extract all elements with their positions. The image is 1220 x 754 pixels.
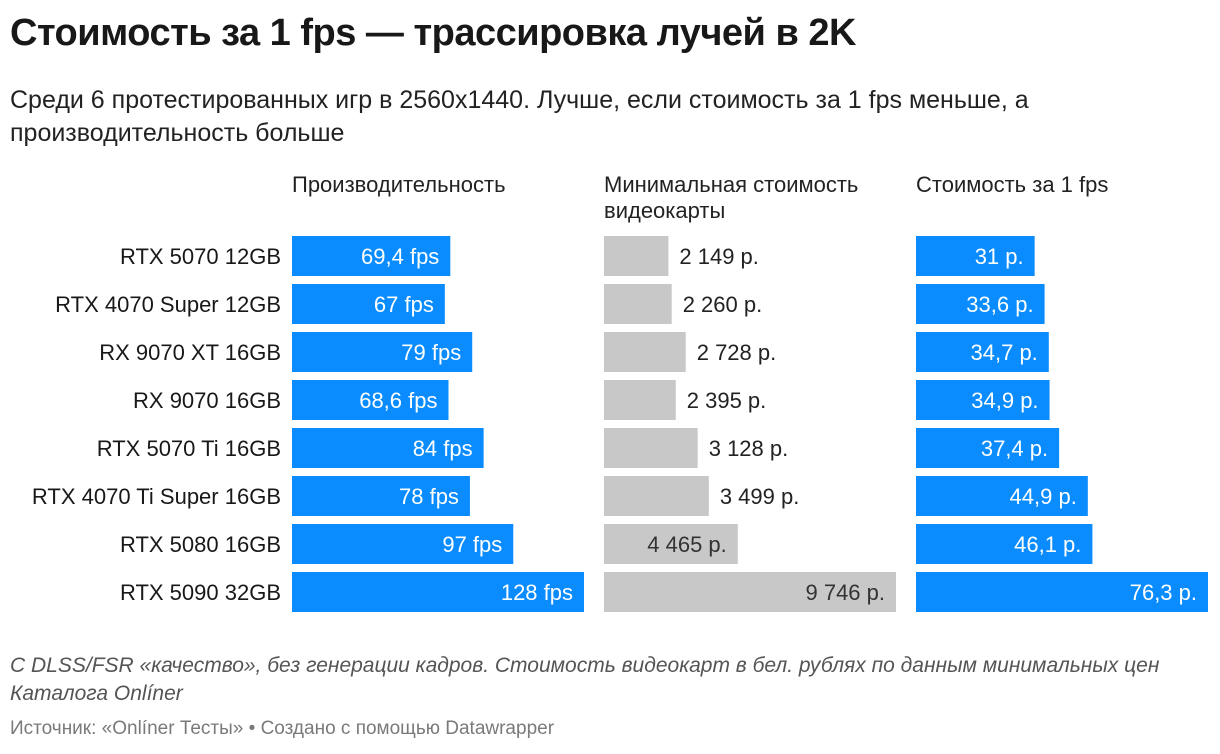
category-label-rx-9070-xt-16gb: RX 9070 XT 16GB (99, 340, 281, 365)
category-label-rtx-4070-ti-super-16gb: RTX 4070 Ti Super 16GB (32, 484, 281, 509)
value-label-performance-rtx-4070-super-12gb: 67 fps (374, 292, 434, 317)
value-label-min-price-rtx-5070-12gb: 2 149 р. (679, 244, 759, 269)
value-label-min-price-rx-9070-16gb: 2 395 р. (687, 388, 767, 413)
bar-min-price-rtx-5080-16gb (604, 524, 738, 564)
value-label-min-price-rtx-5080-16gb: 4 465 р. (647, 532, 727, 557)
chart-subtitle: Среди 6 протестированных игр в 2560x1440… (10, 86, 1029, 147)
bar-performance-rtx-5090-32gb (292, 572, 584, 612)
value-label-cost-per-fps-rtx-4070-super-12gb: 33,6 р. (966, 292, 1033, 317)
bar-cost-per-fps-rtx-5080-16gb (916, 524, 1093, 564)
value-label-cost-per-fps-rx-9070-16gb: 34,9 р. (971, 388, 1038, 413)
bar-min-price-rtx-4070-super-12gb (604, 284, 672, 324)
value-label-min-price-rtx-4070-ti-super-16gb: 3 499 р. (720, 484, 800, 509)
column-header-min-price: Минимальная стоимость видеокарты (604, 172, 859, 223)
chart-source: Источник: «Onlíner Тесты» • Создано с по… (10, 718, 555, 739)
bar-performance-rtx-5080-16gb (292, 524, 514, 564)
bar-min-price-rtx-4070-ti-super-16gb (604, 476, 709, 516)
value-label-performance-rtx-5090-32gb: 128 fps (501, 580, 573, 605)
bar-min-price-rtx-5070-ti-16gb (604, 428, 698, 468)
bar-cost-per-fps-rtx-5070-12gb (916, 236, 1035, 276)
value-label-cost-per-fps-rtx-5070-12gb: 31 р. (975, 244, 1024, 269)
category-label-rtx-5090-32gb: RTX 5090 32GB (120, 580, 281, 605)
value-label-cost-per-fps-rtx-5090-32gb: 76,3 р. (1130, 580, 1197, 605)
value-label-performance-rtx-4070-ti-super-16gb: 78 fps (399, 484, 459, 509)
bar-cost-per-fps-rtx-4070-super-12gb (916, 284, 1045, 324)
category-label-rtx-5070-ti-16gb: RTX 5070 Ti 16GB (97, 436, 281, 461)
value-label-performance-rtx-5070-ti-16gb: 84 fps (413, 436, 473, 461)
value-label-cost-per-fps-rtx-5070-ti-16gb: 37,4 р. (981, 436, 1048, 461)
value-label-cost-per-fps-rx-9070-xt-16gb: 34,7 р. (971, 340, 1038, 365)
value-label-min-price-rx-9070-xt-16gb: 2 728 р. (697, 340, 777, 365)
bar-cost-per-fps-rtx-5090-32gb (916, 572, 1208, 612)
value-label-min-price-rtx-5070-ti-16gb: 3 128 р. (709, 436, 789, 461)
bar-min-price-rtx-5090-32gb (604, 572, 896, 612)
category-label-rtx-5080-16gb: RTX 5080 16GB (120, 532, 281, 557)
category-label-rtx-5070-12gb: RTX 5070 12GB (120, 244, 281, 269)
value-label-performance-rtx-5080-16gb: 97 fps (442, 532, 502, 557)
bar-performance-rx-9070-16gb (292, 380, 449, 420)
value-label-performance-rx-9070-16gb: 68,6 fps (359, 388, 437, 413)
bar-performance-rx-9070-xt-16gb (292, 332, 473, 372)
bar-cost-per-fps-rtx-5070-ti-16gb (916, 428, 1060, 468)
bar-performance-rtx-5070-ti-16gb (292, 428, 484, 468)
value-label-min-price-rtx-5090-32gb: 9 746 р. (805, 580, 885, 605)
bar-performance-rtx-4070-ti-super-16gb (292, 476, 470, 516)
value-label-performance-rtx-5070-12gb: 69,4 fps (361, 244, 439, 269)
value-label-performance-rx-9070-xt-16gb: 79 fps (401, 340, 461, 365)
value-label-min-price-rtx-4070-super-12gb: 2 260 р. (683, 292, 763, 317)
chart-notes: С DLSS/FSR «качество», без генерации кад… (10, 654, 1160, 705)
category-label-rtx-4070-super-12gb: RTX 4070 Super 12GB (55, 292, 281, 317)
bar-min-price-rtx-5070-12gb (604, 236, 669, 276)
chart-title: Стоимость за 1 fps — трассировка лучей в… (10, 12, 856, 54)
bar-performance-rtx-4070-super-12gb (292, 284, 445, 324)
value-label-cost-per-fps-rtx-5080-16gb: 46,1 р. (1014, 532, 1081, 557)
value-label-cost-per-fps-rtx-4070-ti-super-16gb: 44,9 р. (1010, 484, 1077, 509)
bar-cost-per-fps-rtx-4070-ti-super-16gb (916, 476, 1088, 516)
bar-min-price-rx-9070-16gb (604, 380, 676, 420)
bar-min-price-rx-9070-xt-16gb (604, 332, 686, 372)
column-header-cost-per-fps: Стоимость за 1 fps (916, 172, 1109, 197)
category-label-rx-9070-16gb: RX 9070 16GB (133, 388, 281, 413)
bar-cost-per-fps-rx-9070-xt-16gb (916, 332, 1049, 372)
bar-cost-per-fps-rx-9070-16gb (916, 380, 1050, 420)
bar-performance-rtx-5070-12gb (292, 236, 451, 276)
column-header-performance: Производительность (292, 172, 506, 197)
